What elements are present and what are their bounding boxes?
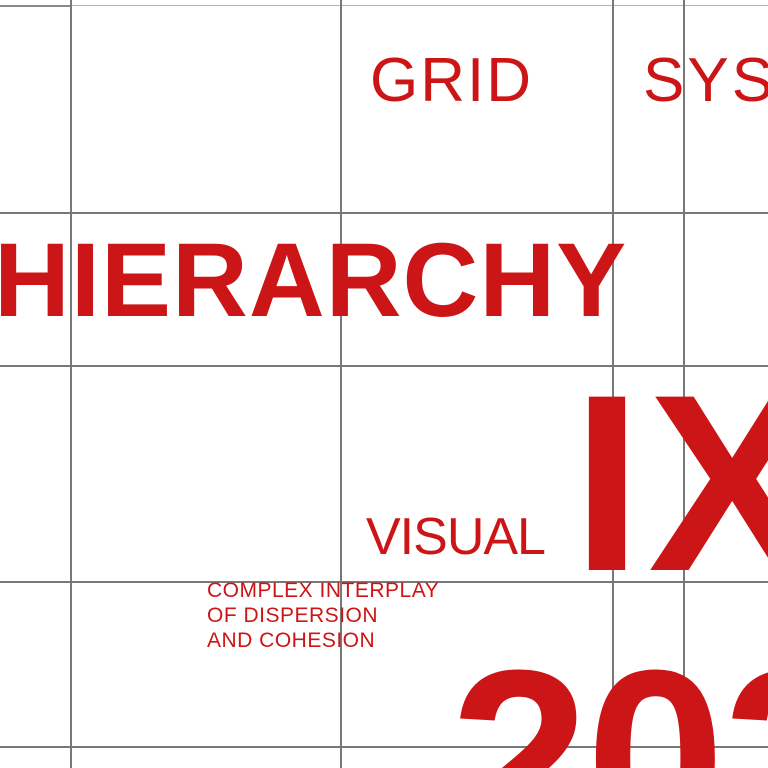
horizontal-grid-line-4 [0, 581, 768, 583]
caption-line-3: AND COHESION [207, 629, 376, 652]
vertical-grid-line-3 [612, 0, 614, 768]
horizontal-grid-line-top-left-segment [0, 5, 71, 7]
visual-word: VISUAL [366, 508, 546, 566]
horizontal-grid-line-3 [0, 365, 768, 367]
vertical-grid-line-4 [683, 0, 685, 768]
horizontal-grid-line-5 [0, 746, 768, 748]
vertical-grid-line-2 [340, 0, 342, 768]
horizontal-grid-line-2 [0, 212, 768, 214]
hierarchy-headline: HIERARCHY [0, 222, 628, 339]
caption-line-1: COMPLEX INTERPLAY [207, 579, 440, 602]
grid-word: GRID [370, 46, 533, 115]
year-numerals-clipped: 202 [450, 618, 768, 768]
caption-paragraph: COMPLEX INTERPLAY OF DISPERSION AND COHE… [207, 578, 439, 653]
caption-line-2: OF DISPERSION [207, 604, 379, 627]
horizontal-grid-line-top [0, 5, 768, 6]
system-word-clipped: SYS [643, 46, 768, 115]
vertical-grid-line-1 [70, 0, 72, 768]
roman-numeral-ix: IX [572, 343, 768, 624]
